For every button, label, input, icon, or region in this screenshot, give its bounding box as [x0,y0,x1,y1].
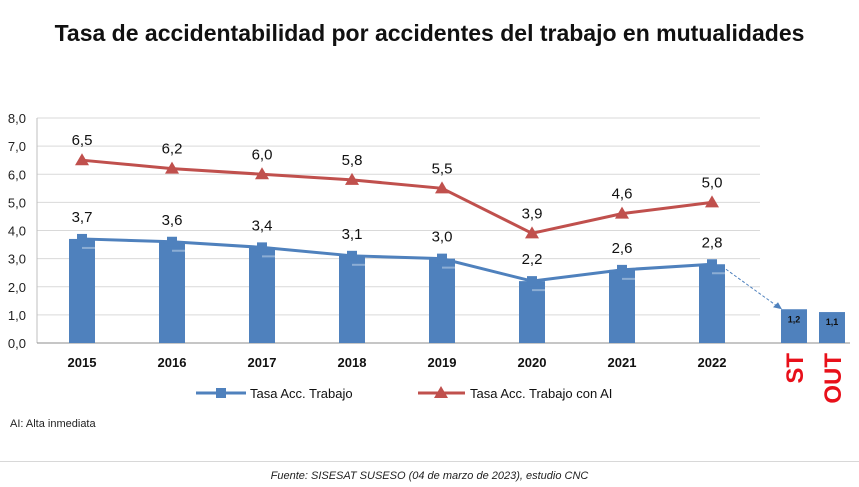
connector-arrow-head [773,302,782,310]
x-tick-label: 2018 [338,355,367,370]
x-tick-label: 2017 [248,355,277,370]
square-marker [77,233,87,244]
square-marker [347,250,357,261]
x-tick-label: 2016 [158,355,187,370]
square-marker [707,259,717,270]
y-tick-label: 8,0 [8,111,26,126]
source-suffix: estudio CNC [522,470,589,482]
triangle-marker [705,195,719,208]
data-label-tasa-acc-trabajo-con-ai: 5,0 [702,174,723,191]
data-label-tasa-acc-trabajo: 3,1 [342,226,363,243]
data-label-tasa-acc-trabajo-con-ai: 4,6 [612,186,633,203]
data-label-tasa-acc-trabajo: 2,2 [522,251,543,268]
data-label-tasa-acc-trabajo: 3,6 [162,212,183,229]
y-tick-label: 4,0 [8,224,26,239]
bar-notch [532,289,545,292]
bar [249,247,275,343]
bar-notch [172,249,185,252]
extra-bar [781,309,807,343]
y-tick-label: 6,0 [8,167,26,182]
data-label-tasa-acc-trabajo-con-ai: 5,8 [342,152,363,169]
data-label-tasa-acc-trabajo: 3,7 [72,209,93,226]
extra-bar [819,312,845,343]
square-marker [527,276,537,287]
bar [69,238,95,343]
bar [519,281,545,343]
triangle-marker [165,161,179,174]
bar-notch [262,255,275,258]
series-line-tasa-acc-trabajo-con-ai [81,158,713,235]
y-tick-label: 2,0 [8,280,26,295]
triangle-marker [75,153,89,166]
extra-category-label: OUT [820,353,847,404]
square-marker [167,236,177,247]
y-tick-label: 5,0 [8,195,26,210]
bar [699,264,725,343]
triangle-marker [435,181,449,194]
square-marker [437,253,447,264]
triangle-marker [255,167,269,180]
legend-marker-square [216,388,226,398]
data-label-tasa-acc-trabajo: 3,0 [432,229,453,246]
square-marker [617,264,627,275]
series-line-tasa-acc-trabajo [81,237,713,283]
x-tick-label: 2022 [698,355,727,370]
triangle-marker [525,226,539,239]
y-tick-label: 7,0 [8,139,26,154]
chart-title: Tasa de accidentabilidad por accidentes … [54,20,805,46]
divider [0,461,859,462]
x-tick-label: 2019 [428,355,457,370]
source-prefix: Fuente: SISESAT SUSESO (04 de marzo de 2… [270,470,523,482]
bar [339,255,365,343]
bar-notch [712,272,725,275]
x-tick-label: 2020 [518,355,547,370]
data-label-tasa-acc-trabajo-con-ai: 6,5 [72,132,93,149]
y-tick-label: 0,0 [8,336,26,351]
triangle-marker [615,206,629,219]
y-tick-label: 1,0 [8,308,26,323]
bar [429,258,455,343]
source-note: Fuente: SISESAT SUSESO (04 de marzo de 2… [0,470,859,482]
data-label-tasa-acc-trabajo-con-ai: 6,0 [252,146,273,163]
bar [609,269,635,343]
footnote: AI: Alta inmediata [10,418,96,430]
square-marker [257,242,267,253]
y-tick-label: 3,0 [8,252,26,267]
extra-bar-value-label: 1,1 [826,317,839,327]
extra-bar-value-label: 1,2 [788,314,801,324]
data-label-tasa-acc-trabajo-con-ai: 6,2 [162,141,183,158]
x-tick-label: 2015 [68,355,97,370]
data-label-tasa-acc-trabajo: 3,4 [252,217,273,234]
bar-notch [352,263,365,266]
data-label-tasa-acc-trabajo-con-ai: 5,5 [432,160,453,177]
bar-notch [82,246,95,249]
bar-notch [442,266,455,269]
data-label-tasa-acc-trabajo: 2,8 [702,234,723,251]
bar-notch [622,277,635,280]
x-tick-label: 2021 [608,355,637,370]
data-label-tasa-acc-trabajo-con-ai: 3,9 [522,205,543,222]
triangle-marker [345,172,359,185]
connector-arrow-line [725,268,781,309]
legend-marker-triangle [434,386,448,398]
legend-label-tasa-acc-trabajo: Tasa Acc. Trabajo [250,386,353,401]
extra-category-label: ST [782,353,809,384]
bar [159,241,185,343]
data-label-tasa-acc-trabajo: 2,6 [612,240,633,257]
legend-label-tasa-acc-trabajo-con-ai: Tasa Acc. Trabajo con AI [470,386,612,401]
